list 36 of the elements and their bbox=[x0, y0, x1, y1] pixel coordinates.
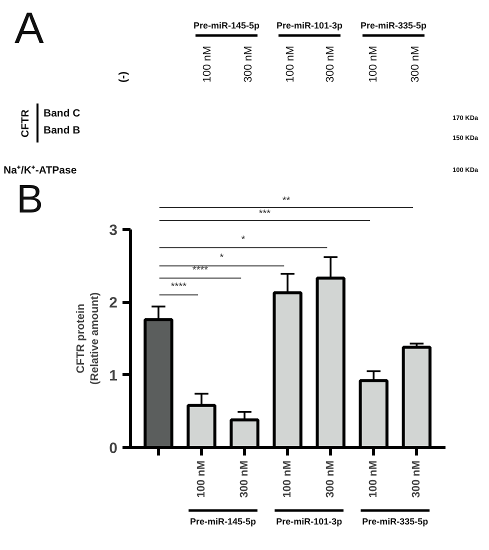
x-tick-label: 300 nM bbox=[410, 460, 423, 498]
y-axis-title: CFTR protein (Relative amount) bbox=[74, 292, 102, 385]
text: (-) bbox=[118, 71, 130, 82]
text: 300 nM bbox=[242, 46, 254, 82]
text: Pre-miR-335-5p bbox=[362, 516, 429, 526]
annotation: **** bbox=[170, 282, 187, 293]
text: Pre-miR-145-5p bbox=[190, 516, 257, 526]
text: Pre-miR-145-5p bbox=[193, 20, 260, 30]
annotation: * bbox=[220, 252, 224, 264]
x-tick-label: 100 nM bbox=[282, 460, 294, 498]
text: A bbox=[14, 4, 44, 53]
text: Pre-miR-101-3p bbox=[276, 516, 343, 526]
text: 300 nM bbox=[324, 46, 336, 82]
text: Na⁺/K⁺-ATPase bbox=[4, 164, 77, 176]
text: 100 nM bbox=[202, 46, 214, 82]
text: ** bbox=[282, 196, 290, 206]
x-tick-label: 300 nM bbox=[324, 460, 337, 498]
annotation: **** bbox=[192, 265, 208, 276]
text: Band C bbox=[44, 108, 81, 120]
text: Band B bbox=[44, 124, 81, 136]
text: Pre-miR-335-5p bbox=[360, 20, 428, 30]
x-tick-label: 100 nM bbox=[196, 460, 208, 498]
text: 300 nM bbox=[410, 46, 422, 82]
text: 100 nM bbox=[284, 46, 296, 82]
x-tick-label: 100 nM bbox=[368, 460, 380, 498]
y-tick-label: 3 bbox=[109, 222, 118, 239]
text: CFTR bbox=[20, 109, 32, 138]
text: Pre-miR-101-3p bbox=[276, 20, 344, 30]
y-tick-label: 2 bbox=[109, 294, 118, 312]
y-tick-label: 1 bbox=[109, 367, 118, 384]
text: 100 nM bbox=[368, 46, 380, 82]
text: *** bbox=[258, 208, 271, 220]
y-tick-label: 0 bbox=[109, 440, 118, 457]
annotation: * bbox=[241, 234, 246, 246]
x-tick-label: 300 nM bbox=[238, 460, 251, 498]
text: B bbox=[16, 178, 44, 222]
